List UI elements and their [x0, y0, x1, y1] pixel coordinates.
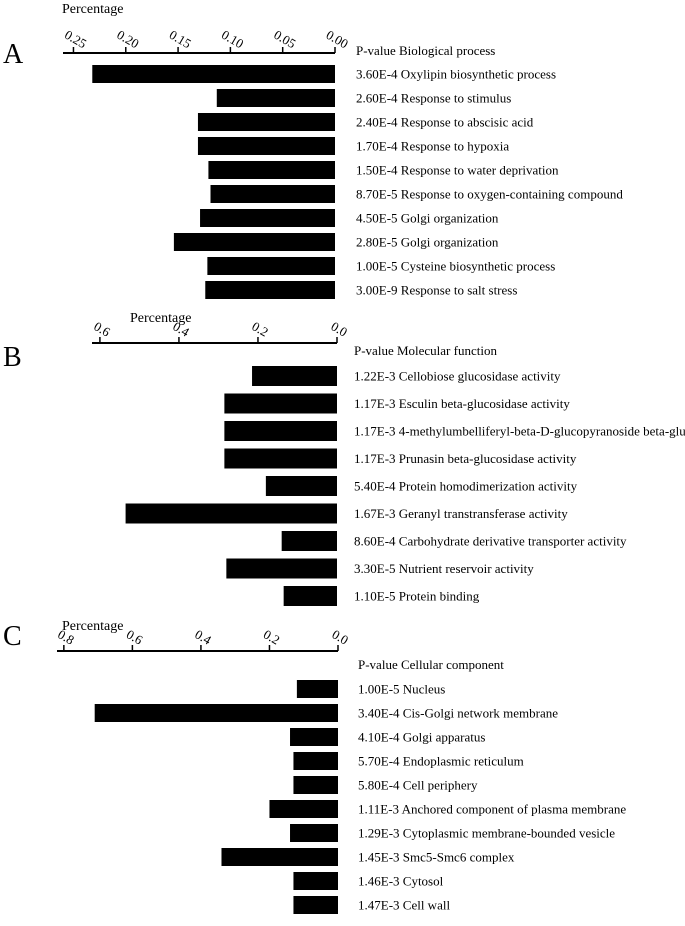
bar-label: 1.17E-3 Esculin beta-glucosidase activit…: [354, 396, 570, 411]
bar-label: 1.17E-3 4-methylumbelliferyl-beta-D-gluc…: [354, 424, 685, 439]
bar: [125, 503, 337, 524]
x-tick-label: 0.4: [192, 627, 214, 648]
bar: [210, 185, 335, 203]
bar: [296, 680, 338, 698]
x-tick-label: 0.4: [170, 319, 192, 340]
axis-title-percentage: Percentage: [130, 311, 191, 326]
bar-label: 4.50E-5 Golgi organization: [356, 211, 499, 226]
x-tick-label: 0.10: [219, 27, 246, 51]
bar: [224, 421, 337, 441]
bar-label: 1.29E-3 Cytoplasmic membrane-bounded ves…: [358, 826, 615, 841]
bar: [293, 872, 338, 890]
axis-title-percentage: Percentage: [62, 2, 123, 17]
x-tick-label: 0.8: [55, 627, 77, 648]
panel-letter: C: [3, 621, 22, 652]
bar: [290, 824, 338, 842]
bar-label: 1.17E-3 Prunasin beta-glucosidase activi…: [354, 451, 577, 466]
x-tick-label: 0.0: [329, 627, 351, 648]
bar-label: 1.00E-5 Cysteine biosynthetic process: [356, 259, 555, 274]
bar: [224, 448, 337, 469]
category-header: P-value Molecular function: [354, 343, 497, 358]
bar-label: 2.60E-4 Response to stimulus: [356, 91, 511, 106]
x-tick-label: 0.05: [271, 27, 298, 51]
x-tick-label: 0.6: [124, 627, 146, 648]
bar: [216, 89, 335, 107]
bar-label: 3.30E-5 Nutrient reservoir activity: [354, 561, 534, 576]
bar-label: 2.40E-4 Response to abscisic acid: [356, 115, 534, 130]
bar: [269, 800, 338, 818]
bar: [205, 281, 335, 299]
x-tick-label: 0.00: [324, 27, 351, 51]
bar: [293, 776, 338, 794]
bar: [94, 704, 338, 722]
bar: [293, 752, 338, 770]
bar-label: 3.40E-4 Cis-Golgi network membrane: [358, 706, 558, 721]
bar-label: 8.60E-4 Carbohydrate derivative transpor…: [354, 534, 627, 549]
bar-label: 3.00E-9 Response to salt stress: [356, 283, 517, 298]
bar: [281, 531, 337, 551]
x-tick-label: 0.2: [249, 319, 271, 340]
bar-label: 5.40E-4 Protein homodimerization activit…: [354, 479, 578, 494]
category-header: P-value Biological process: [356, 43, 495, 58]
bar-label: 1.45E-3 Smc5-Smc6 complex: [358, 850, 515, 865]
bar: [221, 848, 338, 866]
bar: [200, 209, 335, 227]
panel-b: B Percentage 0.6 0.4 0.2 0.0 P-value Molecular…: [3, 311, 685, 606]
bar-label: 4.10E-4 Golgi apparatus: [358, 730, 485, 745]
bar-label: 1.10E-5 Protein binding: [354, 589, 480, 604]
bar-label: 1.00E-5 Nucleus: [358, 682, 445, 697]
bar-label: 1.46E-3 Cytosol: [358, 874, 444, 889]
x-tick-label: 0.25: [62, 27, 89, 51]
x-tick-label: 0.6: [91, 319, 113, 340]
bar: [173, 233, 335, 251]
bar-label: 5.80E-4 Cell periphery: [358, 778, 478, 793]
panel-a: A Percentage 0.25 0.20 0.15 0.10 0.05 0.00 P-val…: [3, 2, 623, 299]
bar: [290, 728, 338, 746]
bar-label: 2.80E-5 Golgi organization: [356, 235, 499, 250]
bar-label: 8.70E-5 Response to oxygen-containing co…: [356, 187, 623, 202]
x-tick-label: 0.2: [261, 627, 283, 648]
bar: [197, 113, 335, 131]
bar-label: 1.11E-3 Anchored component of plasma mem…: [358, 802, 626, 817]
bar: [224, 393, 337, 414]
x-tick-label: 0.15: [167, 27, 194, 51]
bar: [252, 366, 337, 386]
bar: [207, 257, 335, 275]
bar-label: 5.70E-4 Endoplasmic reticulum: [358, 754, 524, 769]
bar: [226, 558, 337, 579]
bar: [265, 476, 337, 496]
x-tick-label: 0.0: [328, 319, 350, 340]
panel-letter: A: [3, 39, 24, 70]
bar-label: 1.70E-4 Response to hypoxia: [356, 139, 509, 154]
bar-label: 1.67E-3 Geranyl transtransferase activit…: [354, 506, 568, 521]
bar-label: 1.50E-4 Response to water deprivation: [356, 163, 559, 178]
category-header: P-value Cellular component: [358, 657, 504, 672]
bar-label: 3.60E-4 Oxylipin biosynthetic process: [356, 67, 556, 82]
bar-label: 1.22E-3 Cellobiose glucosidase activity: [354, 369, 561, 384]
bar: [208, 161, 335, 179]
bar: [283, 586, 337, 606]
bar-label: 1.47E-3 Cell wall: [358, 898, 450, 913]
x-tick-label: 0.20: [114, 27, 141, 51]
panel-letter: B: [3, 342, 22, 373]
bar: [293, 896, 338, 914]
bar: [197, 137, 335, 155]
axis-title-percentage: Percentage: [62, 619, 123, 634]
bar: [92, 65, 336, 83]
